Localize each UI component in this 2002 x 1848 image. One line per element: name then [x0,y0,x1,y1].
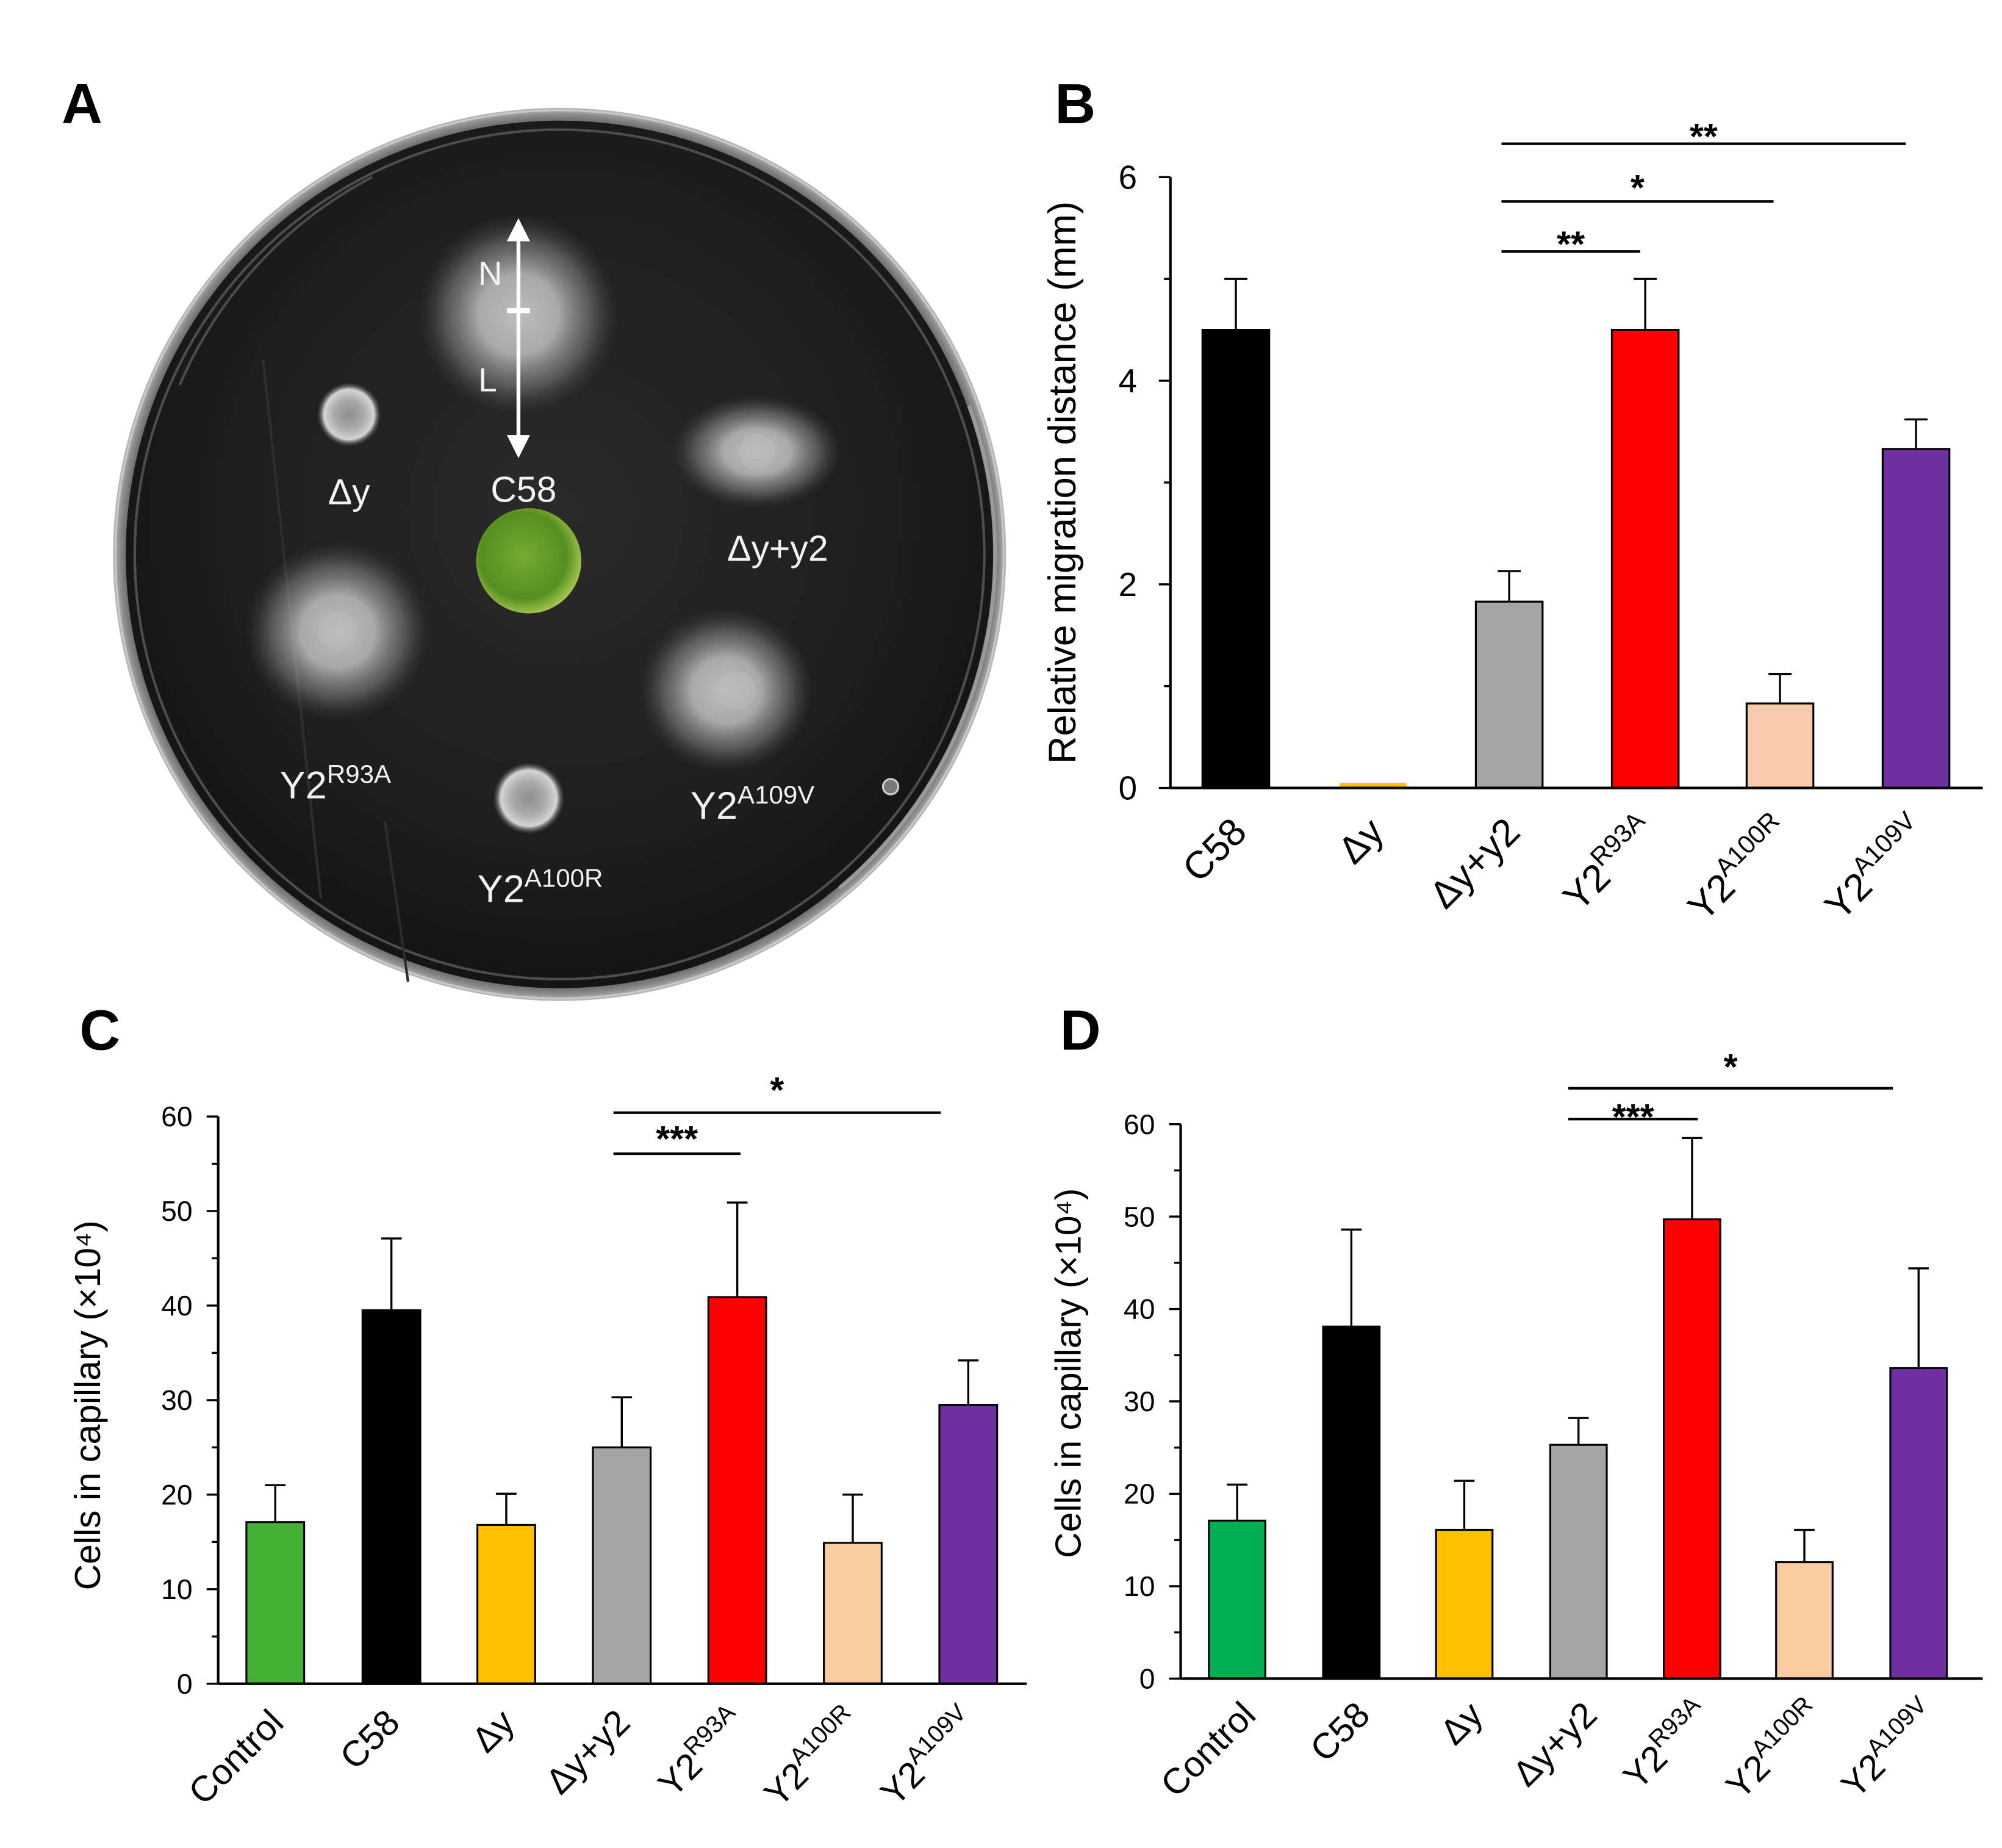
label-superscript: R93A [327,760,391,788]
inoculation-spot [739,433,775,470]
y-tick-label: 60 [161,1101,192,1132]
label-superscript: A109V [737,780,814,809]
dish-rim-reflection [838,404,997,890]
y-tick-label: 20 [1124,1478,1155,1510]
colony-halo-y2-r93a [245,541,430,722]
air-bubble [881,778,900,796]
green-attractant-disk [476,508,582,614]
label-base: Y2 [280,764,327,807]
label-delta-y: Δy [328,473,370,512]
y-tick-label: 50 [161,1195,192,1227]
bar-control [245,1521,306,1685]
panel-letter-c: C [79,999,120,1062]
label-base: Y2 [478,868,525,911]
y-tick-label: 60 [1124,1109,1155,1140]
bar-delta-y-plus-y2 [1549,1444,1608,1680]
dish-outer-edge [114,109,1005,1000]
y-axis-label: Relative migration distance (mm) [1041,201,1084,764]
y-tick-label: 30 [161,1384,192,1416]
bar-c58 [1201,329,1271,789]
colony-spot-y2-a100r [492,762,565,835]
bar-y2r93a [1610,329,1680,789]
bar-delta-y [1435,1528,1494,1680]
bar-control [1208,1519,1266,1680]
y-tick-label: 10 [1124,1570,1155,1602]
arrow-head-down-icon [507,435,530,458]
significance-label: ** [1690,117,1718,157]
bar-y2a109v [938,1404,999,1685]
significance-label: * [1724,1048,1738,1087]
colony-halo-y2-a109v [639,608,814,773]
bar-y2a100r [1775,1561,1834,1680]
label-superscript: A100R [525,864,603,893]
dish-inner-edge [133,128,986,981]
bar-c58 [1322,1325,1381,1680]
y-axis-label: Cells in capillary (×10⁴) [68,1220,108,1590]
arrow-label-l: L [478,361,497,399]
inoculation-spot [717,671,756,710]
y-tick-label: 0 [1139,1663,1155,1695]
arrow-label-n: N [478,254,503,292]
y-tick-label: 50 [1124,1201,1155,1232]
bar-delta-y [1340,783,1407,788]
bar-c58 [361,1309,422,1685]
significance-label: ** [1557,225,1585,265]
label-y2-r93a: Y2R93A [280,760,391,807]
dish-rim-reflection-left [178,176,373,386]
bar-delta-y-plus-y2 [1474,600,1544,789]
panel-a-petri-dish-photo: A N L C58 Δy Δy+y2 Y2R93A Y2A100R Y2A109… [62,72,1006,1001]
y-tick-label: 4 [1119,362,1137,400]
bar-y2a109v [1881,448,1951,789]
panel-letter-b: B [1055,72,1096,135]
scratch-line [384,821,410,982]
bar-y2a100r [1745,702,1815,789]
label-base: Y2 [691,785,737,827]
y-tick-label: 20 [161,1479,192,1511]
significance-label: *** [656,1120,698,1159]
bar-delta-y [476,1523,536,1685]
y-tick-label: 40 [161,1290,192,1321]
y-tick-label: 40 [1124,1293,1155,1325]
bar-y2r93a [1663,1218,1721,1680]
bar-delta-y-plus-y2 [592,1446,652,1685]
significance-label: * [770,1071,784,1110]
panel-letter-d: D [1060,999,1101,1062]
y-tick-label: 0 [1119,769,1137,807]
y-tick-label: 0 [177,1668,193,1700]
panel-letter-a: A [62,72,102,135]
arrow-head-up-icon [507,218,530,242]
inoculation-spot [318,612,357,651]
significance-label: *** [1612,1098,1654,1137]
y-axis-label: Cells in capillary (×10⁴) [1049,1188,1088,1558]
colony-spot-delta-y [317,382,381,447]
y-tick-label: 10 [161,1573,192,1605]
label-y2-a109v: Y2A109V [691,780,815,827]
y-tick-label: 2 [1119,566,1137,603]
bar-y2a100r [823,1542,883,1685]
y-tick-label: 30 [1124,1386,1155,1417]
bar-y2a109v [1889,1367,1948,1680]
significance-label: * [1631,168,1645,208]
y-tick-label: 6 [1119,158,1137,196]
label-c58: C58 [490,470,556,509]
label-y2-a100r: Y2A100R [478,864,603,911]
bar-y2r93a [707,1296,767,1685]
colony-halo-delta-y-y2 [672,395,842,508]
label-delta-y-y2: Δy+y2 [727,529,828,569]
